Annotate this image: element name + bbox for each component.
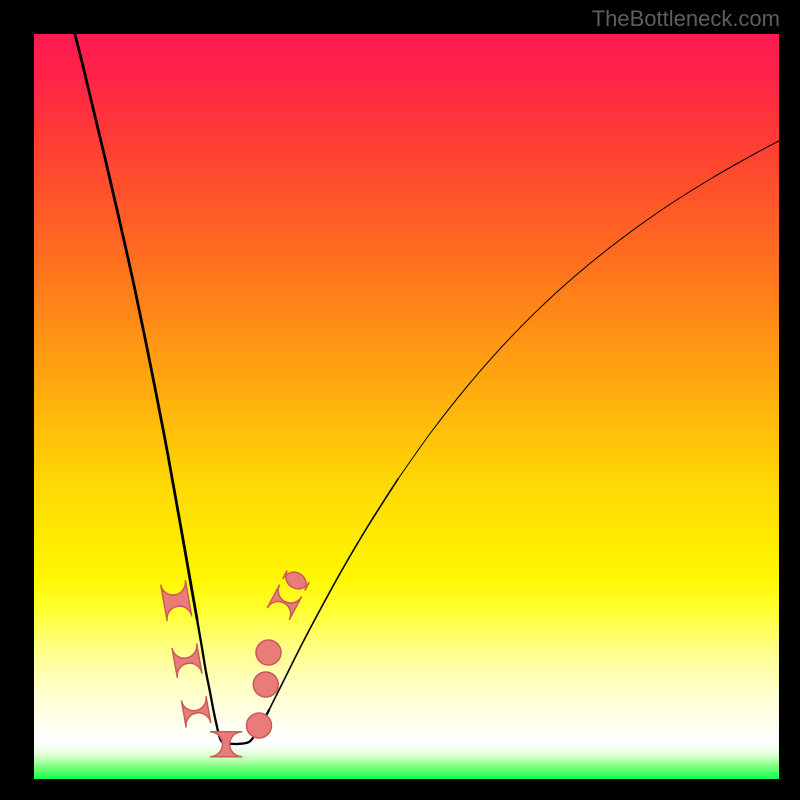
gradient-background: [34, 34, 779, 779]
right-dot-marker: [253, 672, 278, 697]
plot-area: [34, 34, 779, 779]
watermark-text: TheBottleneck.com: [592, 6, 780, 32]
plot-svg: [34, 34, 779, 779]
right-dot-marker: [247, 713, 272, 738]
figure-root: TheBottleneck.com: [0, 0, 800, 800]
right-dot-marker: [256, 640, 281, 665]
